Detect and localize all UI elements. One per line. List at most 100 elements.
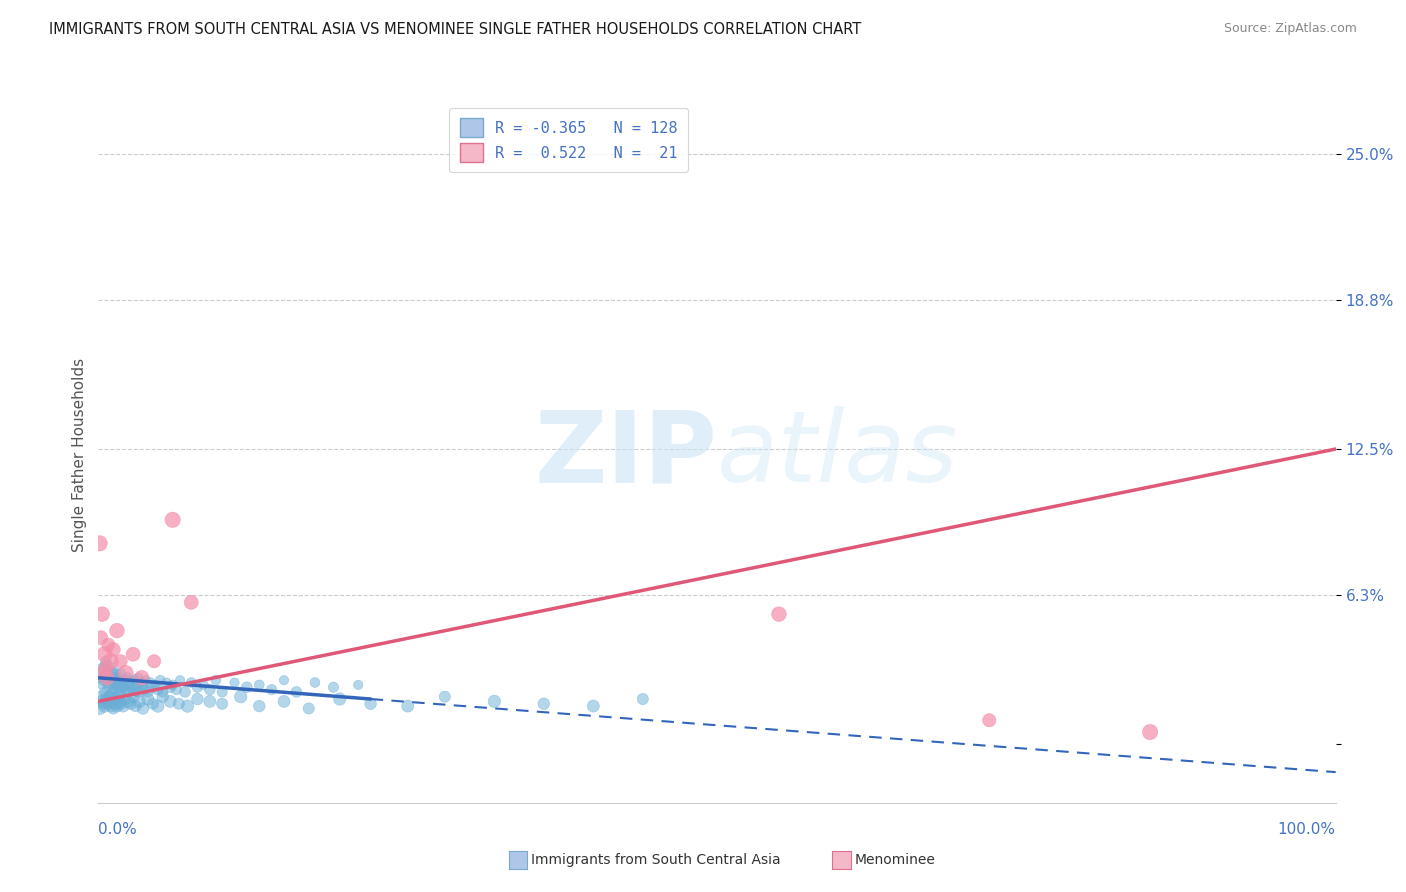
Point <box>105 624 128 638</box>
Point <box>146 699 169 714</box>
Point <box>768 607 790 621</box>
Point <box>134 673 156 688</box>
Point <box>1139 725 1161 739</box>
Point <box>298 701 321 715</box>
Point <box>146 682 169 697</box>
Point <box>360 697 382 711</box>
Point <box>101 678 124 692</box>
Point <box>110 666 132 681</box>
Point <box>105 678 128 692</box>
Point <box>631 692 654 706</box>
Text: Source: ZipAtlas.com: Source: ZipAtlas.com <box>1223 22 1357 36</box>
Point <box>582 699 605 714</box>
Point <box>247 699 270 714</box>
Point <box>107 685 129 699</box>
Text: 0.0%: 0.0% <box>98 822 138 837</box>
Point <box>155 675 177 690</box>
Point <box>180 675 202 690</box>
Point <box>120 680 142 694</box>
Text: Immigrants from South Central Asia: Immigrants from South Central Asia <box>531 853 782 867</box>
Point <box>122 647 145 661</box>
Legend: R = -0.365   N = 128, R =  0.522   N =  21: R = -0.365 N = 128, R = 0.522 N = 21 <box>449 108 688 172</box>
Point <box>260 682 283 697</box>
Point <box>224 675 246 690</box>
Point <box>118 675 141 690</box>
Point <box>115 671 138 685</box>
Point <box>114 682 136 697</box>
Point <box>322 680 344 694</box>
Point <box>108 680 131 694</box>
Point <box>91 607 114 621</box>
Point <box>100 666 122 681</box>
Point <box>89 536 111 550</box>
Point <box>176 699 198 714</box>
Point <box>90 671 112 685</box>
Point <box>91 690 114 704</box>
Point <box>533 697 555 711</box>
Point <box>159 680 181 694</box>
Text: ZIP: ZIP <box>534 407 717 503</box>
Point <box>94 668 117 682</box>
Point <box>97 697 120 711</box>
Point <box>107 690 129 704</box>
Point <box>180 595 202 609</box>
Point <box>90 631 112 645</box>
Point <box>114 673 136 688</box>
Point <box>484 694 506 708</box>
Point <box>117 694 139 708</box>
Point <box>162 678 184 692</box>
Point <box>96 675 118 690</box>
Point <box>111 675 134 690</box>
Point <box>205 673 228 688</box>
Point <box>143 678 166 692</box>
Point <box>211 685 233 699</box>
Point <box>129 675 152 690</box>
Point <box>396 699 419 714</box>
Point <box>211 697 233 711</box>
Point <box>198 682 221 697</box>
Point <box>152 690 174 704</box>
Point <box>112 678 135 692</box>
Point <box>94 692 117 706</box>
Point <box>128 685 150 699</box>
Point <box>97 638 120 652</box>
Point <box>103 664 125 678</box>
Point <box>142 680 165 694</box>
Point <box>89 701 111 715</box>
Point <box>162 513 184 527</box>
Point <box>127 671 149 685</box>
Point <box>134 682 156 697</box>
Point <box>97 671 120 685</box>
Point <box>124 685 146 699</box>
Point <box>169 673 191 688</box>
Point <box>90 694 112 708</box>
Point <box>97 680 120 694</box>
Point <box>114 666 136 681</box>
Point <box>273 694 295 708</box>
Point <box>104 666 127 681</box>
Point <box>105 671 128 685</box>
Point <box>433 690 456 704</box>
Point <box>100 673 122 688</box>
Y-axis label: Single Father Households: Single Father Households <box>72 358 87 552</box>
Point <box>136 692 159 706</box>
Point <box>112 699 135 714</box>
Point <box>103 682 125 697</box>
Point <box>329 692 352 706</box>
Point <box>186 680 208 694</box>
Text: atlas: atlas <box>717 407 959 503</box>
Point <box>93 699 115 714</box>
Point <box>96 664 118 678</box>
Point <box>107 673 129 688</box>
Point <box>285 685 308 699</box>
Point <box>114 692 136 706</box>
Point <box>165 682 187 697</box>
Point <box>236 680 259 694</box>
Point <box>93 697 115 711</box>
Point <box>979 713 1001 727</box>
Point <box>108 694 131 708</box>
Point <box>247 678 270 692</box>
Point <box>89 666 111 681</box>
Point <box>159 694 181 708</box>
Point <box>132 701 155 715</box>
